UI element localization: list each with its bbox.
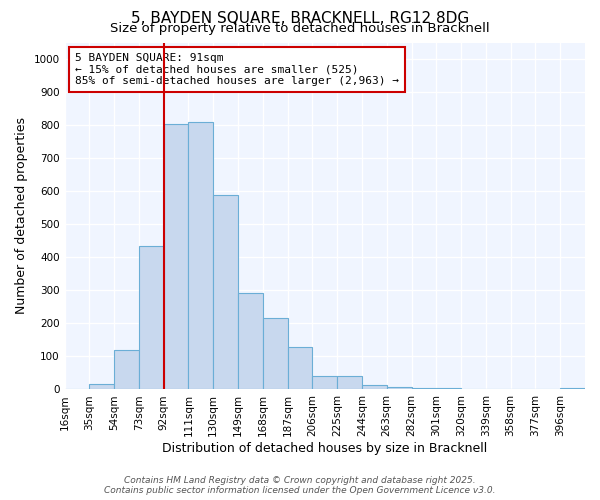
Bar bbox=[89, 384, 114, 390]
Bar bbox=[313, 376, 337, 390]
Text: 5 BAYDEN SQUARE: 91sqm
← 15% of detached houses are smaller (525)
85% of semi-de: 5 BAYDEN SQUARE: 91sqm ← 15% of detached… bbox=[75, 53, 399, 86]
Bar bbox=[213, 194, 238, 390]
Bar bbox=[164, 124, 188, 390]
Y-axis label: Number of detached properties: Number of detached properties bbox=[15, 118, 28, 314]
Bar bbox=[436, 388, 461, 390]
Bar bbox=[263, 318, 287, 390]
Bar bbox=[412, 388, 436, 390]
X-axis label: Distribution of detached houses by size in Bracknell: Distribution of detached houses by size … bbox=[162, 442, 487, 455]
Bar bbox=[238, 292, 263, 390]
Text: 5, BAYDEN SQUARE, BRACKNELL, RG12 8DG: 5, BAYDEN SQUARE, BRACKNELL, RG12 8DG bbox=[131, 11, 469, 26]
Bar bbox=[139, 246, 164, 390]
Bar bbox=[188, 122, 213, 390]
Bar bbox=[387, 387, 412, 390]
Bar bbox=[287, 346, 313, 390]
Bar bbox=[362, 384, 387, 390]
Bar bbox=[461, 389, 486, 390]
Text: Contains HM Land Registry data © Crown copyright and database right 2025.
Contai: Contains HM Land Registry data © Crown c… bbox=[104, 476, 496, 495]
Bar bbox=[560, 388, 585, 390]
Bar bbox=[114, 350, 139, 390]
Bar bbox=[337, 376, 362, 390]
Text: Size of property relative to detached houses in Bracknell: Size of property relative to detached ho… bbox=[110, 22, 490, 35]
